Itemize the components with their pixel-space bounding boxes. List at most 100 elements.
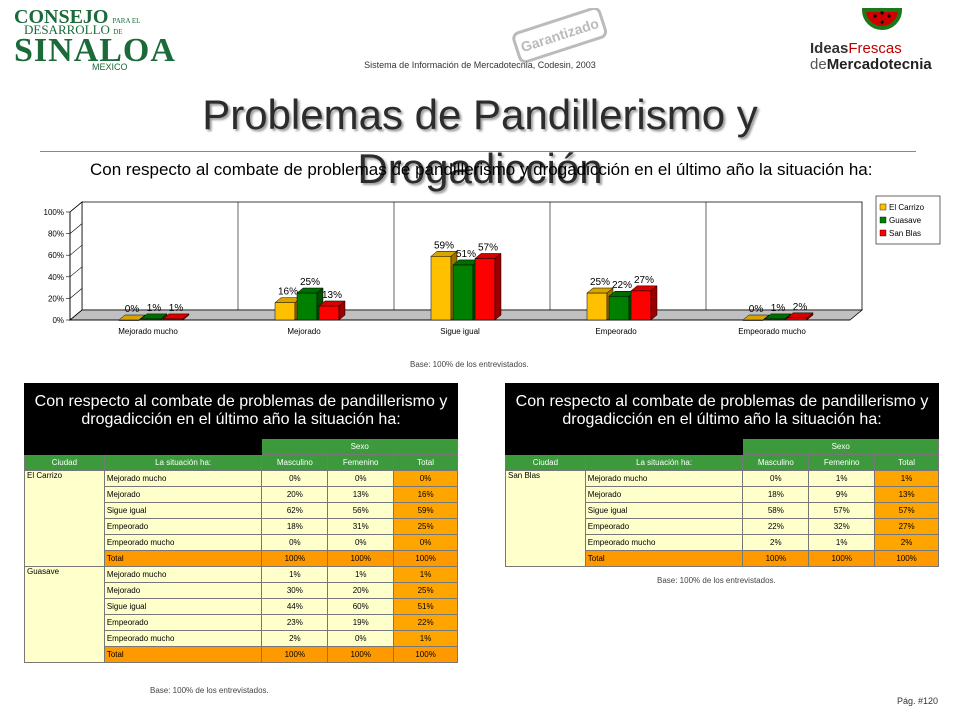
- table-row: Sigue igual 58% 57% 57%: [506, 502, 939, 519]
- table-row-label: Sigue igual: [103, 502, 263, 519]
- table-cell-total: 0%: [393, 470, 458, 487]
- table-row: Total 100% 100% 100%: [25, 550, 458, 567]
- table-column-header: Total: [393, 454, 458, 471]
- table-column-header: La situación ha:: [584, 454, 744, 471]
- table-cell-total: 25%: [393, 518, 458, 535]
- table-cell-total: 2%: [874, 534, 939, 551]
- bar: [608, 295, 630, 321]
- table-row: Empeorado mucho 0% 0% 0%: [25, 534, 458, 551]
- table-cell-masculino: 30%: [261, 582, 329, 599]
- table-row: Empeorado mucho 2% 1% 2%: [506, 534, 939, 551]
- table-cell-masculino: 22%: [742, 518, 810, 535]
- table-row: Sigue igual 62% 56% 59%: [25, 502, 458, 519]
- x-tick-label: Empeorado mucho: [738, 327, 806, 336]
- bar: [586, 292, 608, 321]
- table-column-header: Ciudad: [505, 454, 586, 471]
- y-tick-label: 80%: [48, 230, 64, 239]
- bar-side: [494, 252, 502, 321]
- table-cell-masculino: 23%: [261, 614, 329, 631]
- table-row: San Blas Mejorado mucho 0% 1% 1%: [505, 470, 939, 567]
- table-cell-masculino: 2%: [261, 630, 329, 647]
- table-row: Mejorado 18% 9% 13%: [506, 486, 939, 503]
- table-cell-total: 1%: [393, 566, 458, 583]
- data-label: 0%: [749, 304, 764, 315]
- table-row-label: Mejorado: [584, 486, 744, 503]
- y-tick-label: 0%: [52, 316, 64, 325]
- bar: [786, 317, 808, 321]
- table-left-base-note: Base: 100% de los entrevistados.: [150, 686, 269, 695]
- data-label: 57%: [478, 242, 498, 253]
- table-cell-total: 1%: [393, 630, 458, 647]
- page-number: Pág. #120: [896, 696, 938, 706]
- table-city-cell: Guasave: [24, 566, 105, 663]
- table-row-label: Mejorado mucho: [103, 470, 263, 487]
- legend-swatch: [879, 229, 887, 237]
- data-label: 0%: [125, 304, 140, 315]
- table-cell-femenino: 0%: [327, 534, 395, 551]
- table-row: Mejorado 30% 20% 25%: [25, 582, 458, 599]
- table-cell-femenino: 32%: [808, 518, 876, 535]
- table-cell-masculino: 2%: [742, 534, 810, 551]
- table-cell-masculino: 18%: [261, 518, 329, 535]
- x-tick-label: Mejorado mucho: [118, 327, 178, 336]
- ideas-frescas-logo: IdeasFrescas deMercadotecnia: [800, 0, 960, 80]
- table-column-header: Femenino: [327, 454, 395, 471]
- table-cell-total: 1%: [874, 470, 939, 487]
- logo-line4: MEXICO: [92, 62, 128, 72]
- table-left: Con respecto al combate de problemas de …: [23, 383, 458, 663]
- logo-line3: SINALOA: [14, 32, 176, 69]
- logo-line1: CONSEJO PARA EL: [14, 6, 141, 28]
- table-cell-total: 16%: [393, 486, 458, 503]
- bar-side: [160, 313, 168, 321]
- table-row-label: Mejorado mucho: [584, 470, 744, 487]
- table-column-header: Ciudad: [24, 454, 105, 471]
- watermelon-icon: [861, 8, 903, 30]
- table-cell-femenino: 1%: [327, 566, 395, 583]
- table-cell-femenino: 1%: [808, 470, 876, 487]
- plot-side-wall: [69, 201, 83, 321]
- table-column-header: Masculino: [742, 454, 810, 471]
- table-cell-femenino: 1%: [808, 534, 876, 551]
- x-tick-label: Sigue igual: [440, 327, 480, 336]
- table-row: Guasave Mejorado mucho 1% 1% 1%: [24, 566, 458, 663]
- table-cell-total: 100%: [393, 646, 458, 663]
- x-tick-label: Empeorado: [595, 327, 637, 336]
- bar-side: [338, 300, 346, 321]
- y-tick-label: 60%: [48, 251, 64, 260]
- data-label: 1%: [147, 303, 162, 314]
- logo-line2: DESARROLLO DE: [24, 22, 123, 37]
- chart-title: Con respecto al combate de problemas de …: [90, 160, 873, 179]
- table-column-header: La situación ha:: [103, 454, 263, 471]
- table-row: Empeorado 23% 19% 22%: [25, 614, 458, 631]
- table-row: Sigue igual 44% 60% 51%: [25, 598, 458, 615]
- data-label: 13%: [322, 290, 342, 301]
- table-city-cell: El Carrizo: [24, 470, 105, 567]
- table-cell-total: 22%: [393, 614, 458, 631]
- table-row: Mejorado 20% 13% 16%: [25, 486, 458, 503]
- table-row-label: Empeorado mucho: [103, 534, 263, 551]
- table-row-label: Empeorado: [103, 518, 263, 535]
- table-header-blank: [23, 438, 263, 455]
- legend-box: [875, 195, 941, 245]
- table-row-label: Empeorado mucho: [584, 534, 744, 551]
- table-cell-total: 25%: [393, 582, 458, 599]
- bar: [474, 258, 496, 321]
- bar: [430, 256, 452, 321]
- y-tick-label: 100%: [44, 208, 64, 217]
- table-header-blank: [504, 438, 744, 455]
- table-right-base-note: Base: 100% de los entrevistados.: [657, 576, 776, 585]
- bar-side: [182, 313, 190, 321]
- table-row-label: Total: [103, 550, 263, 567]
- bar: [452, 264, 474, 321]
- svg-text:Garantizado: Garantizado: [519, 15, 601, 55]
- y-tick-label: 20%: [48, 294, 64, 303]
- table-cell-masculino: 100%: [261, 646, 329, 663]
- data-label: 22%: [612, 280, 632, 291]
- legend-label: El Carrizo: [889, 203, 925, 212]
- table-row-label: Total: [103, 646, 263, 663]
- table-city-cell: San Blas: [505, 470, 586, 567]
- data-label: 59%: [434, 240, 454, 251]
- table-row: Empeorado 22% 32% 27%: [506, 518, 939, 535]
- bar: [630, 290, 652, 321]
- table-cell-masculino: 100%: [742, 550, 810, 567]
